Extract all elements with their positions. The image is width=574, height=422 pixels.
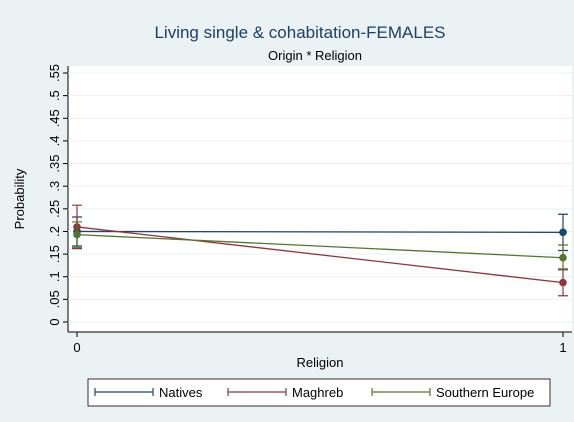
chart-subtitle: Origin * Religion [268,48,362,63]
point [559,228,567,237]
legend-label: Natives [159,385,203,400]
legend-swatch [227,388,287,396]
y-tick-label: .25 [47,200,62,218]
y-tick-label: .1 [47,271,62,282]
x-axis-label: Religion [297,355,344,370]
y-tick-label: .35 [47,155,62,173]
x-tick-label: 0 [73,340,80,355]
y-tick-label: .5 [47,90,62,101]
point [559,278,567,287]
y-tick-label: .4 [47,135,62,146]
series-line [76,233,564,259]
legend-swatch [94,388,154,396]
y-tick-label: .3 [47,181,62,192]
legend-label: Maghreb [292,385,343,400]
y-tick-label: .2 [47,226,62,237]
y-tick-label: .15 [47,245,62,263]
plot-area [68,66,572,332]
y-tick-label: .05 [47,290,62,308]
legend-box [87,378,551,407]
y-tick-label: .55 [47,64,62,82]
series-line [76,226,564,284]
y-tick-label: .45 [47,109,62,127]
y-tick-label: 0 [47,318,62,325]
point [559,253,567,262]
legend-swatch [371,388,431,396]
chart-title: Living single & cohabitation-FEMALES [154,23,445,42]
y-axis-label: Probability [12,168,27,229]
point [73,230,81,239]
series-line [76,230,564,234]
legend-label: Southern Europe [436,385,534,400]
x-tick-label: 1 [559,340,566,355]
